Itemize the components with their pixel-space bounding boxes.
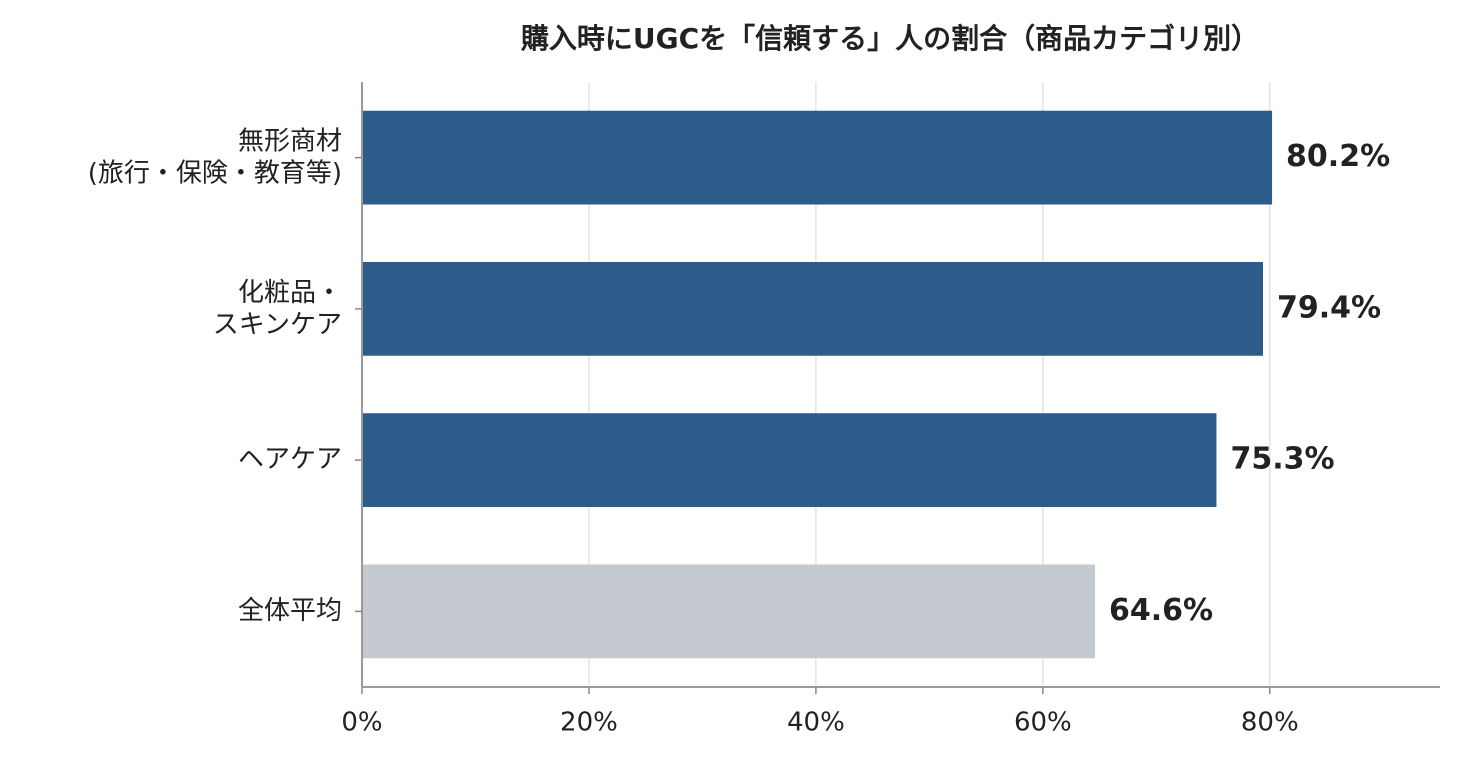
value-label: 79.4% — [1277, 290, 1381, 325]
x-tick-label: 40% — [787, 708, 845, 738]
y-tick-label: 無形商材(旅行・保険・教育等) — [88, 126, 342, 188]
x-tick-label: 20% — [560, 708, 618, 738]
x-tick-label: 80% — [1241, 708, 1299, 738]
y-tick-label: ヘアケア — [238, 445, 342, 475]
value-label: 80.2% — [1286, 139, 1390, 174]
bar — [362, 261, 1263, 356]
bar — [362, 413, 1217, 508]
bar — [362, 564, 1096, 659]
x-tick-label: 60% — [1014, 708, 1072, 738]
bar — [362, 110, 1273, 205]
value-label: 75.3% — [1230, 442, 1334, 477]
y-tick-label: 全体平均 — [238, 596, 342, 626]
chart-title: 購入時にUGCを「信頼する」人の割合（商品カテゴリ別） — [521, 22, 1259, 55]
x-tick-label: 0% — [341, 708, 382, 738]
value-label: 64.6% — [1109, 593, 1213, 628]
y-tick-label: 化粧品・スキンケア — [213, 277, 342, 339]
